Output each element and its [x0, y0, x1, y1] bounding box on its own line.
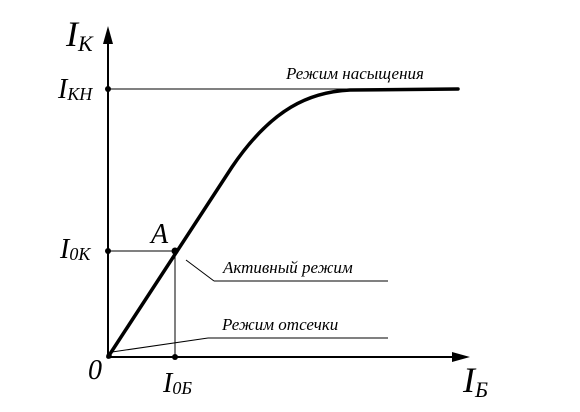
tick-i0b-dot [172, 354, 178, 360]
x-axis-arrow [452, 352, 470, 362]
tick-i0k-dot [105, 248, 111, 254]
tick-ikn-label: IКН [57, 74, 93, 105]
point-a-dot [171, 247, 179, 255]
origin-label: 0 [88, 355, 102, 386]
active-region-label: Активный режим [222, 258, 353, 277]
cutoff-region-leader [111, 337, 209, 353]
tick-i0k-label: I0К [59, 234, 91, 265]
origin-point [106, 353, 112, 359]
active-region-leader [185, 259, 215, 282]
saturation-region-label: Режим насыщения [285, 64, 424, 83]
point-a-label: A [149, 219, 169, 250]
y-axis-label: IК [65, 14, 94, 56]
tick-i0b-label: I0Б [162, 368, 192, 399]
x-axis-label: IБ [462, 360, 488, 402]
y-axis-arrow [103, 26, 113, 44]
tick-ikn-dot [105, 86, 111, 92]
characteristic-curve [106, 87, 460, 359]
cutoff-region-label: Режим отсечки [221, 315, 338, 334]
